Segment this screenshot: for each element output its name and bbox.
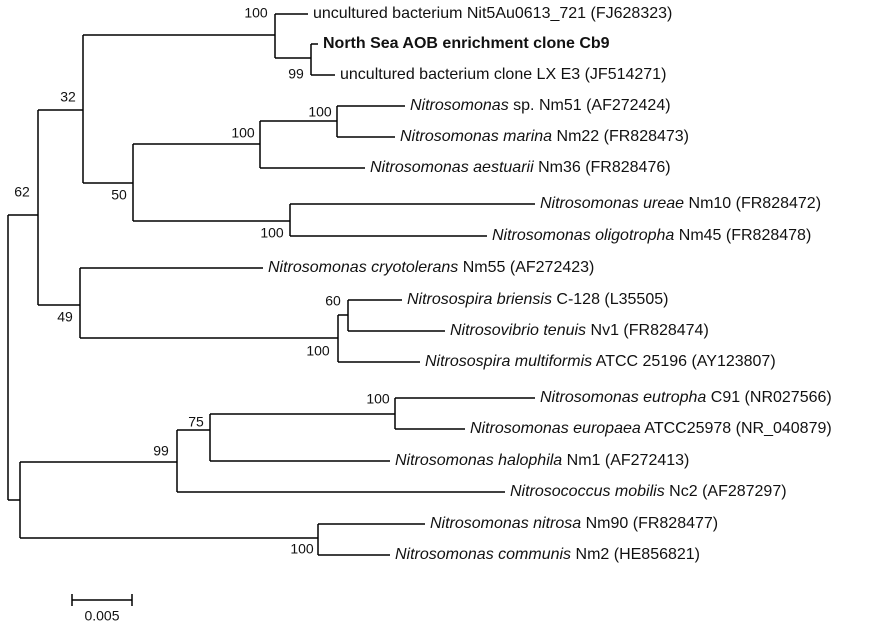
leaf-species: Nitrosomonas cryotolerans xyxy=(268,259,458,276)
bootstrap-value: 75 xyxy=(188,414,204,430)
leaf-species: Nitrosomonas xyxy=(410,97,509,114)
leaf-text: Nm22 (FR828473) xyxy=(552,128,689,145)
leaf-text: ATCC25978 (NR_040879) xyxy=(641,420,832,437)
leaf-label: Nitrosomonas eutropha C91 (NR027566) xyxy=(540,389,832,406)
scale-bar xyxy=(71,594,133,606)
bootstrap-value: 100 xyxy=(366,391,390,407)
leaf-species: Nitrosomonas aestuarii xyxy=(370,159,534,176)
leaf-species: Nitrosomonas europaea xyxy=(470,420,641,437)
leaf-text: Nm45 (FR828478) xyxy=(674,227,811,244)
bootstrap-value: 32 xyxy=(60,89,76,105)
leaf-text: Nm90 (FR828477) xyxy=(581,515,718,532)
leaf-label: Nitrosovibrio tenuis Nv1 (FR828474) xyxy=(450,322,709,339)
leaf-name-bold: North Sea AOB enrichment clone Cb9 xyxy=(323,35,610,52)
leaf-label: Nitrosomonas sp. Nm51 (AF272424) xyxy=(410,97,671,114)
leaf-text: uncultured bacterium Nit5Au0613_721 (FJ6… xyxy=(313,5,672,22)
leaf-label: Nitrosomonas halophila Nm1 (AF272413) xyxy=(395,452,689,469)
leaf-label: Nitrosomonas cryotolerans Nm55 (AF272423… xyxy=(268,259,594,276)
bootstrap-value: 100 xyxy=(231,125,255,141)
bootstrap-value: 50 xyxy=(111,187,127,203)
scale-label: 0.005 xyxy=(84,608,119,624)
bootstrap-value: 60 xyxy=(325,293,341,309)
leaf-text: Nc2 (AF287297) xyxy=(665,483,787,500)
leaf-label: North Sea AOB enrichment clone Cb9 xyxy=(323,35,610,52)
leaf-species: Nitrosospira briensis xyxy=(407,291,552,308)
leaf-species: Nitrosomonas marina xyxy=(400,128,552,145)
leaf-species: Nitrosomonas oligotropha xyxy=(492,227,674,244)
leaf-label: Nitrosomonas nitrosa Nm90 (FR828477) xyxy=(430,515,718,532)
leaf-label: Nitrosospira briensis C-128 (L35505) xyxy=(407,291,668,308)
bootstrap-value: 100 xyxy=(260,225,284,241)
leaf-label: Nitrosomonas oligotropha Nm45 (FR828478) xyxy=(492,227,811,244)
leaf-label: Nitrosomonas aestuarii Nm36 (FR828476) xyxy=(370,159,671,176)
leaf-species: Nitrosomonas ureae xyxy=(540,195,684,212)
leaf-species: Nitrosospira multiformis xyxy=(425,353,592,370)
leaf-text: ATCC 25196 (AY123807) xyxy=(592,353,776,370)
leaf-label: uncultured bacterium clone LX E3 (JF5142… xyxy=(340,66,666,83)
bootstrap-value: 49 xyxy=(57,309,73,325)
leaf-text: sp. Nm51 (AF272424) xyxy=(509,97,671,114)
bootstrap-value: 100 xyxy=(306,343,330,359)
leaf-text: Nv1 (FR828474) xyxy=(586,322,709,339)
leaf-text: Nm10 (FR828472) xyxy=(684,195,821,212)
bootstrap-value: 62 xyxy=(14,184,30,200)
leaf-text: C-128 (L35505) xyxy=(552,291,669,308)
leaf-label: uncultured bacterium Nit5Au0613_721 (FJ6… xyxy=(313,5,672,22)
bootstrap-value: 99 xyxy=(288,66,304,82)
bootstrap-value: 100 xyxy=(308,104,332,120)
leaf-text: C91 (NR027566) xyxy=(706,389,831,406)
leaf-label: Nitrosospira multiformis ATCC 25196 (AY1… xyxy=(425,353,776,370)
leaf-label: Nitrosomonas europaea ATCC25978 (NR_0408… xyxy=(470,420,832,437)
leaf-species: Nitrosomonas nitrosa xyxy=(430,515,581,532)
bootstrap-value: 100 xyxy=(244,5,268,21)
leaf-species: Nitrosomonas communis xyxy=(395,546,571,563)
leaf-species: Nitrosomonas eutropha xyxy=(540,389,706,406)
leaf-species: Nitrosococcus mobilis xyxy=(510,483,665,500)
leaf-text: Nm2 (HE856821) xyxy=(571,546,700,563)
tree-branches xyxy=(7,13,535,556)
bootstrap-value: 100 xyxy=(290,541,314,557)
leaf-species: Nitrosomonas halophila xyxy=(395,452,562,469)
leaf-text: Nm55 (AF272423) xyxy=(458,259,594,276)
bootstrap-value: 99 xyxy=(153,443,169,459)
leaf-species: Nitrosovibrio tenuis xyxy=(450,322,586,339)
leaf-text: uncultured bacterium clone LX E3 (JF5142… xyxy=(340,66,666,83)
leaf-text: Nm1 (AF272413) xyxy=(562,452,689,469)
leaf-label: Nitrosomonas communis Nm2 (HE856821) xyxy=(395,546,700,563)
leaf-label: Nitrosomonas ureae Nm10 (FR828472) xyxy=(540,195,821,212)
leaf-text: Nm36 (FR828476) xyxy=(534,159,671,176)
leaf-label: Nitrosomonas marina Nm22 (FR828473) xyxy=(400,128,689,145)
leaf-label: Nitrosococcus mobilis Nc2 (AF287297) xyxy=(510,483,787,500)
